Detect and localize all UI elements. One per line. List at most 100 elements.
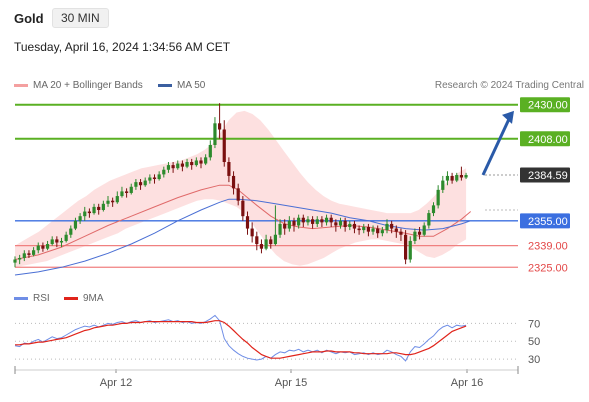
candle-body (371, 228, 375, 232)
candle (427, 209, 431, 229)
candle-body (92, 206, 96, 214)
candle-body (297, 217, 301, 226)
candle (450, 172, 454, 184)
level-tag-2325.00: 2325.00 (528, 262, 568, 274)
candle (101, 200, 105, 212)
legend-ma-bollinger: MA 20 + Bollinger Bands (14, 80, 143, 91)
candle-body (213, 123, 217, 145)
candle-body (222, 129, 226, 163)
candle-body (292, 220, 296, 226)
timeframe-badge[interactable]: 30 MIN (52, 8, 109, 28)
candle-body (18, 257, 22, 260)
candle (27, 250, 31, 258)
candle-body (334, 222, 338, 226)
candle-body (357, 228, 361, 231)
candle-body (176, 163, 180, 169)
candle-body (301, 217, 305, 223)
candle-body (287, 220, 291, 229)
candle (394, 225, 398, 238)
candle-body (185, 162, 189, 167)
level-tag-2339.00: 2339.00 (528, 241, 568, 253)
ma50-swatch (158, 84, 172, 87)
candle-body (315, 219, 319, 224)
level-tag-2384.59: 2384.59 (528, 170, 568, 182)
candle (138, 179, 143, 190)
candle (208, 140, 212, 161)
candle-body (324, 217, 329, 223)
candle-body (380, 230, 384, 234)
candle-body (362, 227, 366, 231)
candle (366, 223, 370, 237)
candle-body (348, 223, 352, 228)
candle-body (417, 231, 422, 235)
candle-body (459, 175, 463, 178)
candle (199, 157, 203, 169)
rsi-swatch (14, 297, 28, 300)
bollinger-band (15, 110, 467, 268)
candle-body (455, 175, 459, 181)
candle (334, 219, 338, 232)
candle-body (236, 188, 240, 201)
candle-body (22, 253, 26, 258)
candle-body (241, 200, 245, 217)
candle (306, 216, 310, 226)
legend-ma50-label: MA 50 (177, 80, 206, 91)
candle-body (83, 211, 87, 217)
candle-body (143, 180, 147, 186)
candle (50, 236, 54, 246)
candle-body (441, 180, 445, 190)
candle (399, 228, 403, 241)
rsi-ma-legend-item: 9MA (64, 293, 104, 304)
legend-ma-bollinger-label: MA 20 + Bollinger Bands (33, 80, 143, 91)
candle-body (464, 175, 468, 178)
candle (269, 236, 273, 249)
rsi-tick-70: 70 (528, 318, 540, 330)
candle (213, 117, 217, 149)
candle-body (78, 216, 82, 221)
candle-body (73, 220, 78, 229)
candle-body (166, 165, 171, 170)
candle (87, 208, 91, 218)
candle (329, 214, 333, 228)
candle-body (134, 182, 138, 187)
candle-body (64, 234, 68, 241)
candle-body (125, 191, 129, 193)
candle-body (269, 239, 273, 245)
candle (115, 191, 119, 204)
level-tag-2408.00: 2408.00 (528, 134, 568, 146)
ma50-line (14, 198, 471, 276)
x-tick-label: Apr 15 (275, 377, 307, 389)
candle (431, 202, 436, 217)
candle-body (306, 219, 310, 223)
rsi-ma-line (15, 320, 467, 359)
candle (441, 175, 445, 193)
candle-body (273, 234, 277, 245)
forecast-arrow-head (502, 110, 514, 124)
candle (134, 179, 138, 190)
candle (120, 186, 124, 198)
rsi-tick-50: 50 (528, 336, 540, 348)
candle-body (218, 123, 222, 130)
candle-body (111, 200, 115, 203)
candle (390, 220, 394, 234)
candle (194, 157, 198, 167)
candle (162, 166, 166, 178)
candle-body (231, 175, 236, 189)
candle-body (352, 223, 357, 229)
candle (41, 242, 45, 252)
level-tag-bg (520, 167, 570, 183)
candle-body (450, 175, 454, 181)
candle-body (50, 239, 54, 245)
candle-body (32, 250, 36, 255)
candle (250, 222, 254, 243)
candle-body (13, 259, 17, 263)
rsi-legend-item: RSI (14, 293, 50, 304)
candle (236, 183, 240, 206)
candle (148, 174, 152, 184)
candle-body (59, 240, 64, 243)
candle (278, 219, 282, 238)
candle (36, 242, 40, 254)
candle-body (385, 223, 389, 231)
candle (376, 225, 380, 238)
